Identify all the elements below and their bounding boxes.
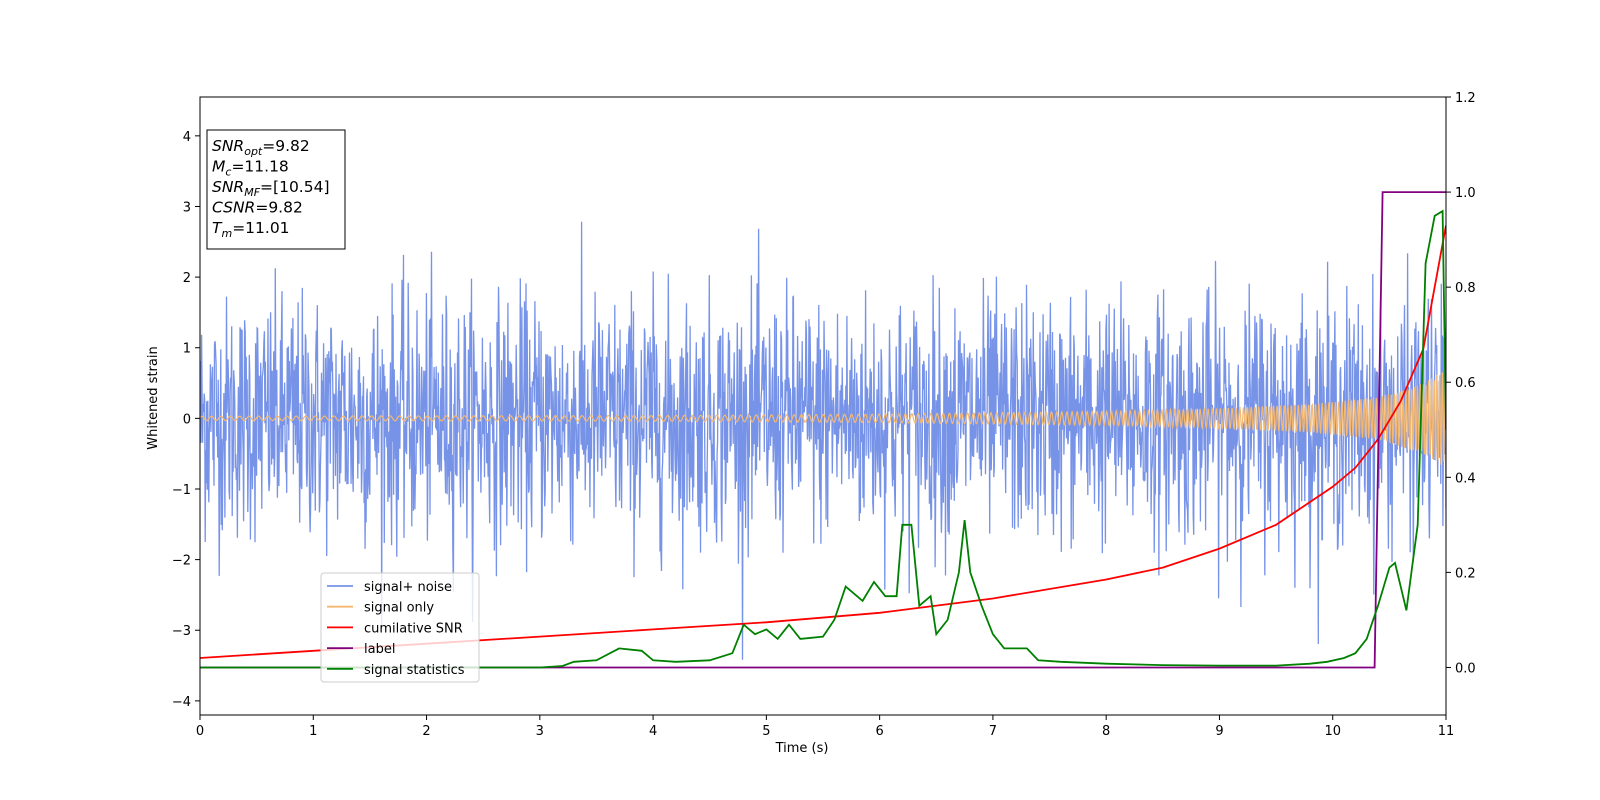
legend-entry: signal statistics — [364, 663, 465, 678]
x-tick-label: 6 — [875, 724, 883, 739]
annotation-value: =11.01 — [232, 219, 289, 237]
x-axis-label: Time (s) — [775, 741, 829, 756]
y-tick-label: 4 — [183, 130, 191, 145]
annotation-symbol: CSNR — [212, 199, 255, 217]
y2-tick-label: 0.2 — [1455, 566, 1476, 581]
y-tick-label: −2 — [172, 554, 191, 569]
annotation-value: =9.82 — [255, 199, 303, 217]
x-tick-label: 4 — [649, 724, 657, 739]
annotation-subscript: opt — [244, 145, 263, 158]
y2-tick-label: 1.2 — [1455, 91, 1476, 106]
annotation-value: =9.82 — [262, 137, 310, 155]
plot-lines — [200, 191, 1446, 669]
axes: 0 1 2 3 4 5 6 7 8 9 10 11 −4 −3 −2 −1 0 1 2 3 4 0.0 0.2 0.4 0.6 0… — [172, 91, 1476, 739]
plot-frame — [199, 96, 1447, 716]
annotation-line: Mc=11.18 — [212, 158, 289, 179]
y2-tick-label: 0.8 — [1455, 281, 1476, 296]
x-tick-label: 0 — [196, 724, 204, 739]
legend-entry: signal+ noise — [364, 580, 452, 595]
y-tick-label: −3 — [172, 624, 191, 639]
annotation-symbol: M — [212, 158, 225, 176]
y-tick-label: −4 — [172, 695, 191, 710]
annotation-line: SNRopt=9.82 — [212, 137, 310, 158]
y2-tick-label: 0.0 — [1455, 661, 1476, 676]
y2-tick-label: 1.0 — [1455, 186, 1476, 201]
y-tick-label: 0 — [183, 412, 191, 427]
annotation-symbol: SNR — [212, 137, 244, 155]
y-tick-label: 2 — [183, 271, 191, 286]
y-tick-label: 1 — [183, 342, 191, 357]
series-cumilative-snr — [200, 225, 1446, 659]
annotation-line: SNRMF=[10.54] — [212, 178, 330, 199]
annotation-subscript: MF — [244, 186, 260, 199]
annotation-subscript: m — [221, 227, 232, 240]
annotation-value: =[10.54] — [260, 178, 329, 196]
y2-tick-label: 0.6 — [1455, 376, 1476, 391]
series-signal-noise — [200, 221, 1446, 660]
y2-tick-label: 0.4 — [1455, 471, 1476, 486]
annotation-symbol: T — [212, 219, 223, 237]
annotation-line: CSNR=9.82 — [212, 199, 303, 217]
y-tick-label: −1 — [172, 483, 191, 498]
legend-frame — [320, 572, 480, 683]
x-tick-label: 8 — [1102, 724, 1110, 739]
series-signal-only — [200, 371, 1446, 465]
x-tick-label: 5 — [762, 724, 770, 739]
annotation-frame — [206, 129, 346, 250]
annotation-line: Tm=11.01 — [212, 219, 290, 240]
annotation-box: SNRopt=9.82Mc=11.18SNRMF=[10.54]CSNR=9.8… — [206, 129, 346, 250]
annotation-value: =11.18 — [231, 158, 288, 176]
x-tick-label: 7 — [989, 724, 997, 739]
legend-entry: cumilative SNR — [364, 621, 463, 636]
annotation-symbol: SNR — [212, 178, 244, 196]
x-tick-label: 11 — [1438, 724, 1455, 739]
legend: signal+ noise signal only cumilative SNR la… — [320, 572, 480, 683]
x-tick-label: 2 — [422, 724, 430, 739]
x-tick-label: 9 — [1215, 724, 1223, 739]
series-signal-statistics — [200, 209, 1446, 669]
series-label — [200, 191, 1446, 669]
x-tick-label: 10 — [1324, 724, 1341, 739]
y-tick-label: 3 — [183, 200, 191, 215]
legend-entry: signal only — [364, 601, 434, 616]
annotation-subscript: c — [225, 166, 231, 179]
plot-area — [200, 191, 1446, 669]
y-axis-label: Whitened strain — [146, 346, 161, 449]
x-tick-label: 3 — [536, 724, 544, 739]
legend-entry: label — [364, 642, 395, 657]
x-tick-label: 1 — [309, 724, 317, 739]
